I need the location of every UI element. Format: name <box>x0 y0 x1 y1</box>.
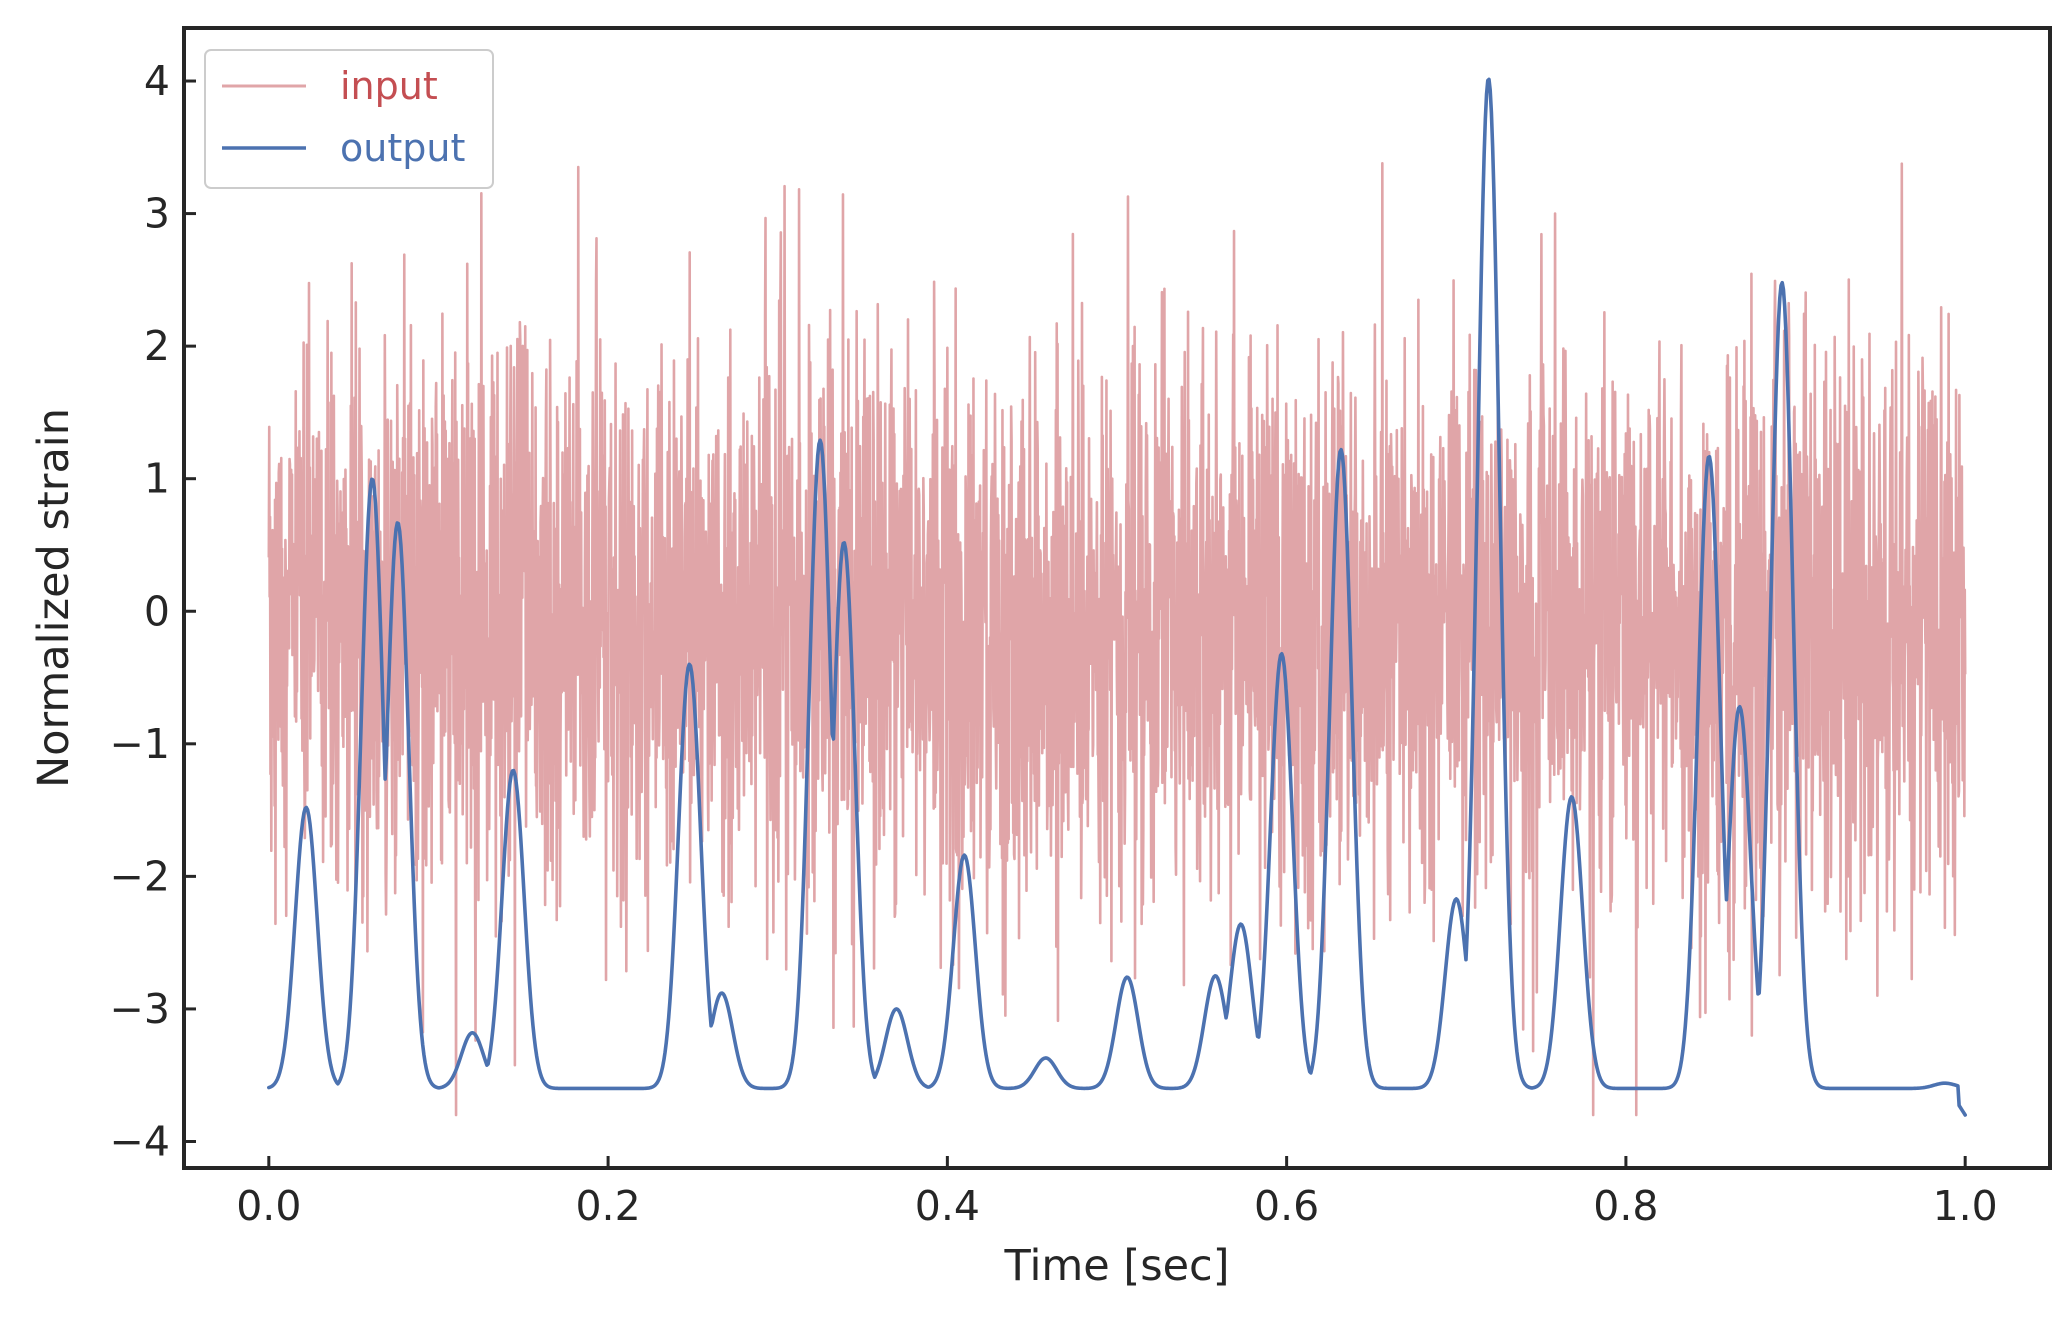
y-tick-label: 0 <box>144 587 170 635</box>
x-axis: 0.0 0.2 0.4 0.6 0.8 1.0 <box>236 1156 1998 1230</box>
x-tick-label: 0.6 <box>1254 1182 1319 1230</box>
plot-frame <box>182 26 2052 1170</box>
x-axis-label: Time [sec] <box>1004 1241 1230 1291</box>
y-tick-label: 3 <box>144 190 170 238</box>
x-tick-label: 0.4 <box>915 1182 980 1230</box>
y-axis: −4 −3 −2 −1 0 1 2 3 4 <box>110 57 196 1165</box>
x-tick-label: 0.0 <box>236 1182 301 1230</box>
x-tick-label: 0.2 <box>575 1182 640 1230</box>
y-tick-label: −1 <box>110 720 170 768</box>
y-tick-label: 2 <box>144 322 170 370</box>
legend-output-label: output <box>340 126 465 170</box>
legend-input-label: input <box>340 64 438 108</box>
y-axis-label: Normalized strain <box>29 408 79 788</box>
output-series-line <box>267 77 1967 1117</box>
input-series-line <box>267 161 1967 1117</box>
y-tick-label: 4 <box>144 57 170 105</box>
y-tick-label: 1 <box>144 455 170 503</box>
x-tick-label: 1.0 <box>1933 1182 1998 1230</box>
y-tick-label: −4 <box>110 1117 170 1165</box>
y-tick-label: −3 <box>110 985 170 1033</box>
series-layer <box>267 77 1967 1117</box>
x-tick-label: 0.8 <box>1593 1182 1658 1230</box>
y-tick-label: −2 <box>110 852 170 900</box>
legend: input output <box>204 49 494 189</box>
